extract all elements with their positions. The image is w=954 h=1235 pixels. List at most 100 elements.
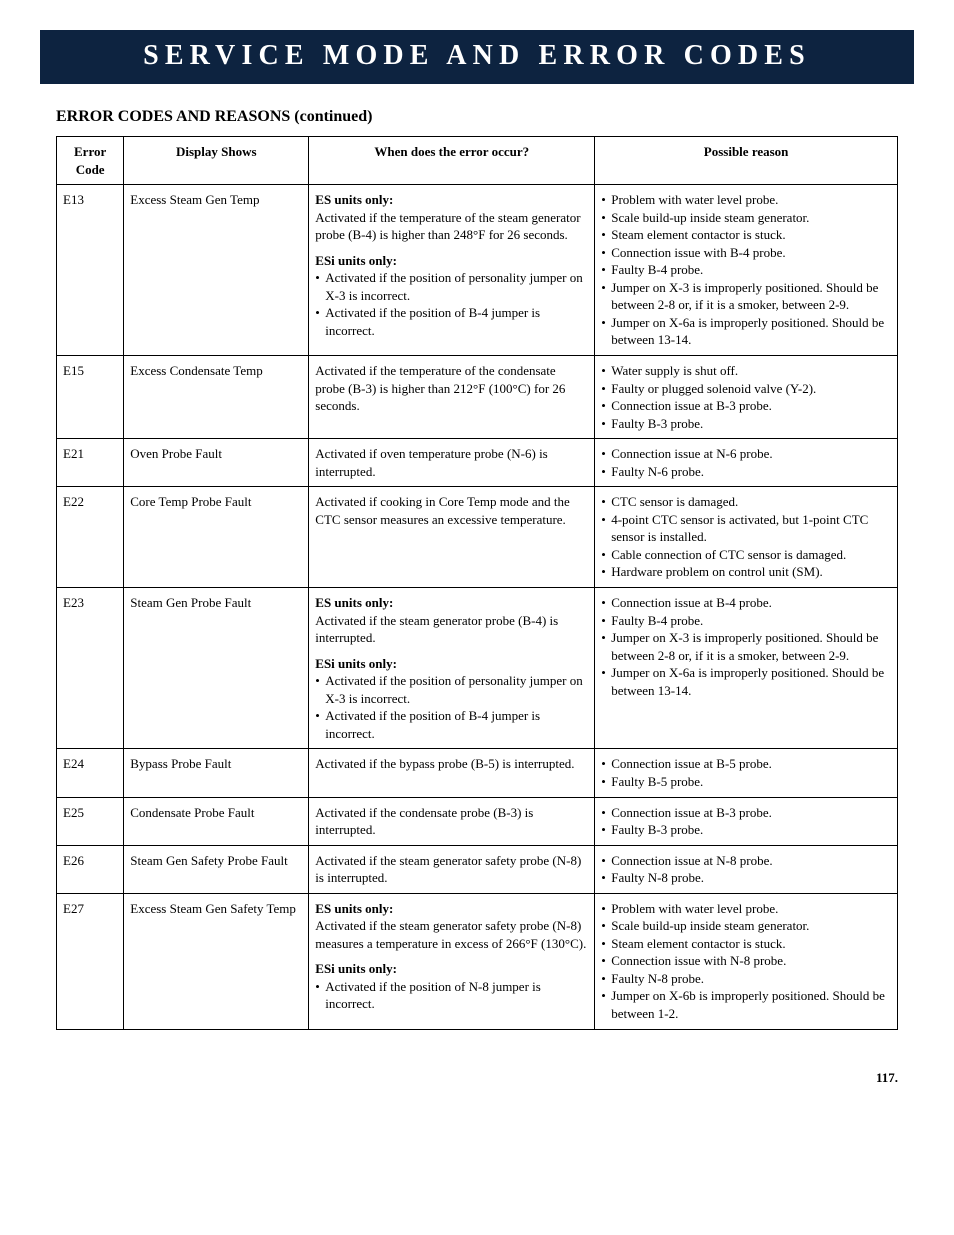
- cell-display: Bypass Probe Fault: [124, 749, 309, 797]
- bullet-marker: •: [601, 917, 611, 935]
- bullet-item: •Connection issue at B-3 probe.: [601, 397, 891, 415]
- bullet-text: Problem with water level probe.: [611, 900, 891, 918]
- bullet-marker: •: [601, 821, 611, 839]
- content-block: ES units only:Activated if the steam gen…: [315, 900, 588, 953]
- cell-when: Activated if cooking in Core Temp mode a…: [309, 487, 595, 588]
- bullet-item: •Jumper on X-3 is improperly positioned.…: [601, 629, 891, 664]
- cell-display: Condensate Probe Fault: [124, 797, 309, 845]
- bullet-item: •CTC sensor is damaged.: [601, 493, 891, 511]
- bullet-marker: •: [601, 314, 611, 349]
- cell-code: E26: [57, 845, 124, 893]
- content-block: Activated if the temperature of the cond…: [315, 362, 588, 415]
- bullet-text: Activated if the position of B-4 jumper …: [325, 304, 588, 339]
- content-block: •Connection issue at N-6 probe.•Faulty N…: [601, 445, 891, 480]
- bullet-marker: •: [601, 191, 611, 209]
- bullet-text: Scale build-up inside steam generator.: [611, 917, 891, 935]
- bullet-text: Scale build-up inside steam generator.: [611, 209, 891, 227]
- col-header-when: When does the error occur?: [309, 137, 595, 185]
- bullet-text: Connection issue at B-5 probe.: [611, 755, 891, 773]
- content-block: •Connection issue at B-3 probe.•Faulty B…: [601, 804, 891, 839]
- bullet-marker: •: [601, 445, 611, 463]
- bullet-item: •Faulty N-8 probe.: [601, 970, 891, 988]
- content-block: Activated if cooking in Core Temp mode a…: [315, 493, 588, 528]
- cell-code: E21: [57, 439, 124, 487]
- bullet-text: 4-point CTC sensor is activated, but 1-p…: [611, 511, 891, 546]
- cell-display: Steam Gen Safety Probe Fault: [124, 845, 309, 893]
- bullet-item: •Connection issue at B-4 probe.: [601, 594, 891, 612]
- content-block: •Connection issue at B-5 probe.•Faulty B…: [601, 755, 891, 790]
- bullet-item: •4-point CTC sensor is activated, but 1-…: [601, 511, 891, 546]
- block-text: Activated if the steam generator safety …: [315, 852, 588, 887]
- bullet-marker: •: [601, 380, 611, 398]
- content-block: Activated if oven temperature probe (N-6…: [315, 445, 588, 480]
- bullet-item: •Activated if the position of personalit…: [315, 269, 588, 304]
- table-row: E27Excess Steam Gen Safety TempES units …: [57, 893, 898, 1029]
- bullet-marker: •: [601, 244, 611, 262]
- bullet-marker: •: [601, 563, 611, 581]
- bullet-text: Jumper on X-3 is improperly positioned. …: [611, 629, 891, 664]
- bullet-item: •Scale build-up inside steam generator.: [601, 209, 891, 227]
- bullet-marker: •: [315, 269, 325, 304]
- bullet-item: •Connection issue with N-8 probe.: [601, 952, 891, 970]
- table-row: E23Steam Gen Probe FaultES units only:Ac…: [57, 588, 898, 749]
- cell-reason: •Connection issue at B-4 probe.•Faulty B…: [595, 588, 898, 749]
- bullet-item: •Faulty N-8 probe.: [601, 869, 891, 887]
- bullet-marker: •: [601, 415, 611, 433]
- bullet-text: Connection issue with B-4 probe.: [611, 244, 891, 262]
- bullet-text: Connection issue at B-4 probe.: [611, 594, 891, 612]
- bullet-marker: •: [601, 773, 611, 791]
- bullet-item: •Jumper on X-6a is improperly positioned…: [601, 664, 891, 699]
- bullet-item: •Connection issue at N-8 probe.: [601, 852, 891, 870]
- cell-when: ES units only:Activated if the temperatu…: [309, 185, 595, 356]
- bullet-text: Connection issue at N-8 probe.: [611, 852, 891, 870]
- bullet-marker: •: [601, 970, 611, 988]
- bullet-item: •Water supply is shut off.: [601, 362, 891, 380]
- bullet-item: •Faulty N-6 probe.: [601, 463, 891, 481]
- block-text: Activated if oven temperature probe (N-6…: [315, 445, 588, 480]
- bullet-text: Cable connection of CTC sensor is damage…: [611, 546, 891, 564]
- bullet-item: •Steam element contactor is stuck.: [601, 226, 891, 244]
- cell-reason: •Water supply is shut off.•Faulty or plu…: [595, 356, 898, 439]
- bullet-text: Activated if the position of B-4 jumper …: [325, 707, 588, 742]
- bullet-marker: •: [601, 397, 611, 415]
- bullet-marker: •: [601, 804, 611, 822]
- block-heading: ES units only:: [315, 900, 588, 918]
- bullet-marker: •: [601, 493, 611, 511]
- bullet-marker: •: [601, 511, 611, 546]
- block-heading: ESi units only:: [315, 655, 588, 673]
- bullet-text: Hardware problem on control unit (SM).: [611, 563, 891, 581]
- bullet-text: Faulty B-3 probe.: [611, 415, 891, 433]
- bullet-text: Problem with water level probe.: [611, 191, 891, 209]
- block-text: Activated if the bypass probe (B-5) is i…: [315, 755, 588, 773]
- block-heading: ES units only:: [315, 594, 588, 612]
- bullet-text: Faulty N-8 probe.: [611, 970, 891, 988]
- cell-when: Activated if the bypass probe (B-5) is i…: [309, 749, 595, 797]
- table-row: E25Condensate Probe FaultActivated if th…: [57, 797, 898, 845]
- bullet-marker: •: [601, 869, 611, 887]
- bullet-item: •Jumper on X-6a is improperly positioned…: [601, 314, 891, 349]
- cell-display: Oven Probe Fault: [124, 439, 309, 487]
- cell-reason: •Connection issue at B-3 probe.•Faulty B…: [595, 797, 898, 845]
- bullet-item: •Steam element contactor is stuck.: [601, 935, 891, 953]
- cell-reason: •Connection issue at N-8 probe.•Faulty N…: [595, 845, 898, 893]
- cell-code: E24: [57, 749, 124, 797]
- bullet-marker: •: [315, 304, 325, 339]
- cell-code: E25: [57, 797, 124, 845]
- cell-code: E22: [57, 487, 124, 588]
- cell-reason: •Problem with water level probe.•Scale b…: [595, 893, 898, 1029]
- bullet-text: Faulty B-3 probe.: [611, 821, 891, 839]
- bullet-text: Steam element contactor is stuck.: [611, 226, 891, 244]
- table-row: E13Excess Steam Gen TempES units only:Ac…: [57, 185, 898, 356]
- bullet-marker: •: [315, 672, 325, 707]
- table-header-row: Error Code Display Shows When does the e…: [57, 137, 898, 185]
- block-text: Activated if the condensate probe (B-3) …: [315, 804, 588, 839]
- bullet-text: Jumper on X-6a is improperly positioned.…: [611, 664, 891, 699]
- bullet-item: •Faulty B-3 probe.: [601, 821, 891, 839]
- bullet-marker: •: [601, 261, 611, 279]
- table-row: E22Core Temp Probe FaultActivated if coo…: [57, 487, 898, 588]
- block-text: Activated if the steam generator safety …: [315, 917, 588, 952]
- cell-when: Activated if the steam generator safety …: [309, 845, 595, 893]
- bullet-item: •Connection issue at B-5 probe.: [601, 755, 891, 773]
- content-block: •Problem with water level probe.•Scale b…: [601, 191, 891, 349]
- block-text: Activated if the temperature of the stea…: [315, 209, 588, 244]
